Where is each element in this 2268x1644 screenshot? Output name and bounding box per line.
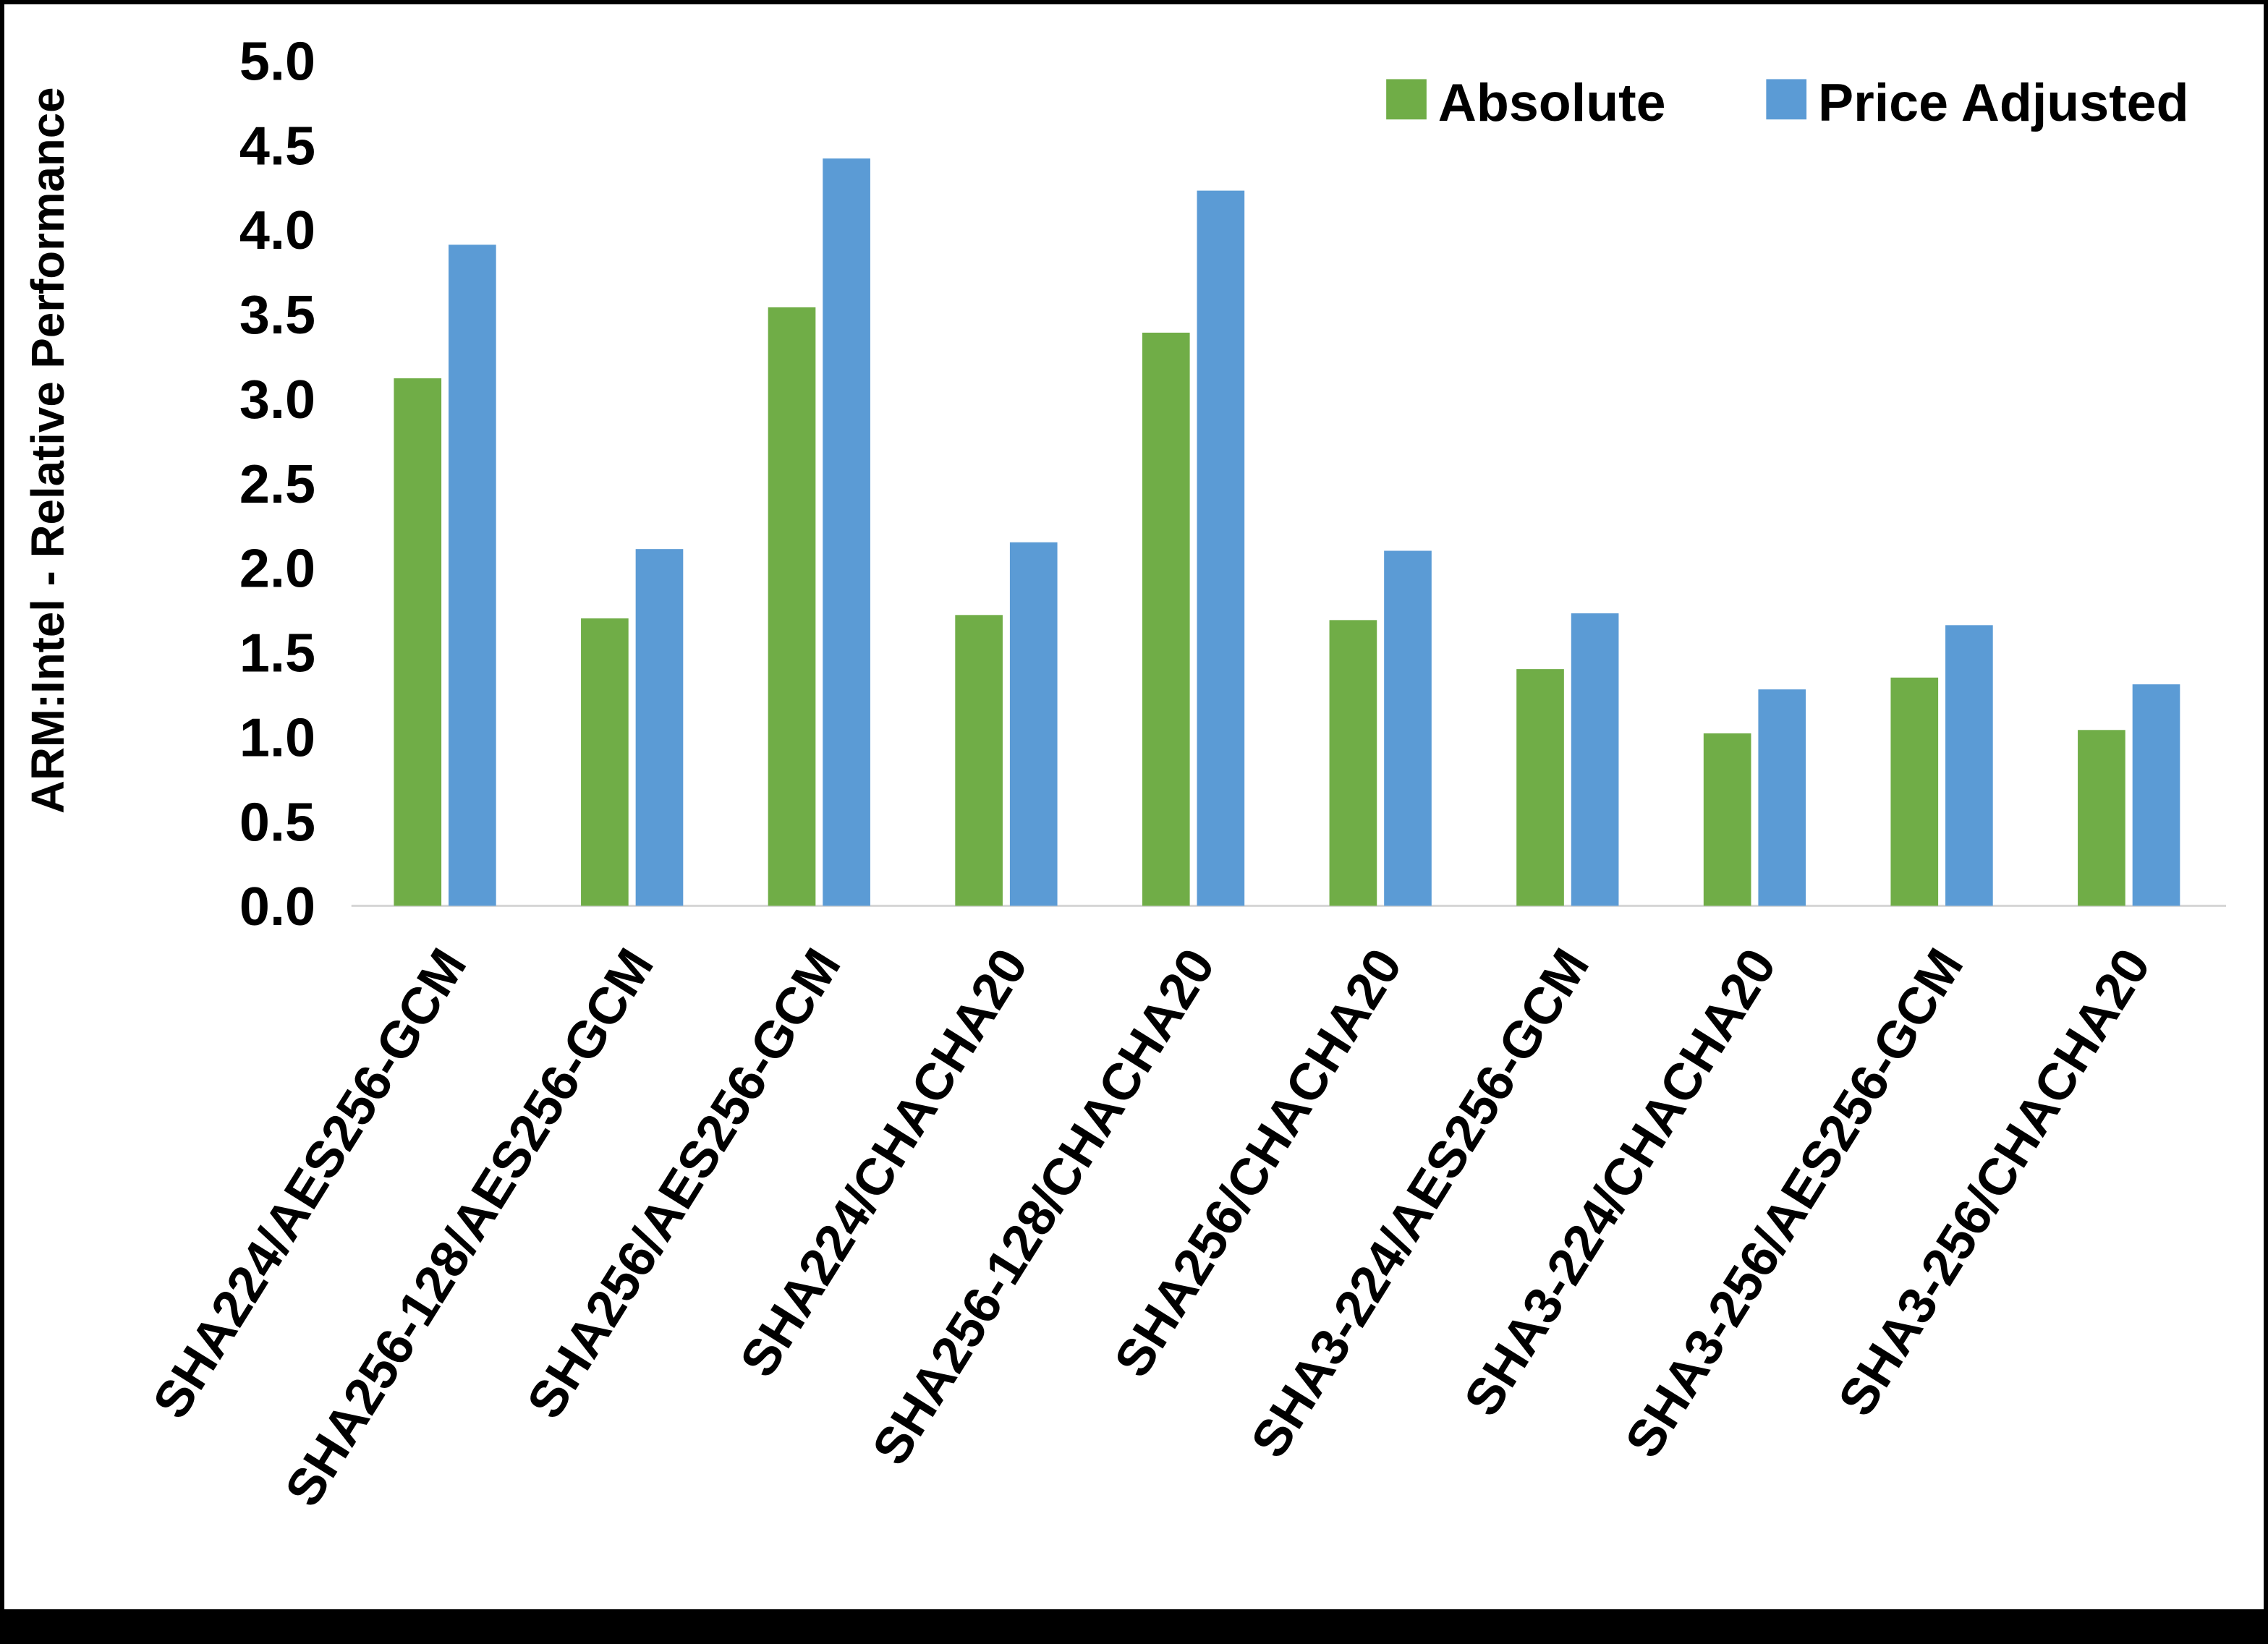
bar-price-adjusted (2132, 684, 2180, 906)
y-tick-label: 4.0 (239, 200, 315, 261)
category-label: SHA256-128/CHACHA20 (862, 939, 1226, 1475)
category-label: SHA256/AES256-GCM (516, 939, 851, 1428)
bar-price-adjusted (823, 158, 870, 906)
category-label: SHA256-128/AES256-GCM (274, 939, 665, 1516)
legend-swatch-price-adjusted (1766, 79, 1807, 120)
legend-swatch-absolute (1386, 79, 1427, 120)
category-label: SHA3-224/CHACHA20 (1453, 939, 1788, 1426)
bar-absolute (581, 618, 629, 906)
category-label: SHA3-256/CHACHA20 (1827, 939, 2162, 1426)
y-tick-label: 1.5 (239, 623, 315, 684)
y-tick-label: 1.0 (239, 707, 315, 768)
y-tick-label: 0.5 (239, 792, 315, 853)
x-axis-labels: SHA224/AES256-GCMSHA256-128/AES256-GCMSH… (142, 939, 2162, 1516)
bar-price-adjusted (1571, 613, 1619, 906)
chart-canvas: ARM:Intel - Relative Performance 0.0 0.5 1… (22, 31, 2226, 1517)
bar-price-adjusted (449, 244, 496, 906)
bar-series (394, 158, 2180, 906)
bar-price-adjusted (1945, 625, 1993, 906)
bar-absolute (1142, 332, 1190, 906)
bar-absolute (1703, 733, 1751, 906)
y-tick-label: 2.5 (239, 454, 315, 515)
bar-price-adjusted (635, 549, 684, 906)
legend-label-price-adjusted: Price Adjusted (1818, 72, 2189, 132)
y-axis-ticks: 0.0 0.5 1.0 1.5 2.0 2.5 3.0 3.5 4.0 4.5 5.0 (239, 31, 315, 937)
category-label: SHA224/AES256-GCM (142, 939, 477, 1428)
y-tick-label: 3.0 (239, 370, 315, 430)
bar-absolute (955, 615, 1003, 906)
bar-price-adjusted (1384, 550, 1432, 906)
y-tick-label: 4.5 (239, 116, 315, 176)
y-tick-label: 5.0 (239, 31, 315, 92)
category-label: SHA3-256/AES256-GCM (1614, 939, 1974, 1468)
legend: Absolute Price Adjusted (1386, 72, 2189, 132)
bar-absolute (394, 378, 442, 906)
bar-absolute (1329, 620, 1377, 906)
bar-absolute (768, 307, 816, 906)
y-axis-title: ARM:Intel - Relative Performance (22, 87, 74, 814)
bar-absolute (1516, 669, 1564, 906)
bar-absolute (2078, 730, 2125, 906)
bar-price-adjusted (1197, 190, 1245, 906)
y-tick-label: 3.5 (239, 285, 315, 346)
bar-absolute (1890, 677, 1939, 906)
legend-label-absolute: Absolute (1438, 72, 1666, 132)
category-label: SHA3-224/AES256-GCM (1240, 939, 1600, 1468)
y-tick-label: 0.0 (239, 877, 315, 937)
bar-price-adjusted (1009, 542, 1058, 906)
bottom-border-bar (4, 1609, 2264, 1640)
bar-price-adjusted (1758, 689, 1806, 906)
y-tick-label: 2.0 (239, 539, 315, 600)
